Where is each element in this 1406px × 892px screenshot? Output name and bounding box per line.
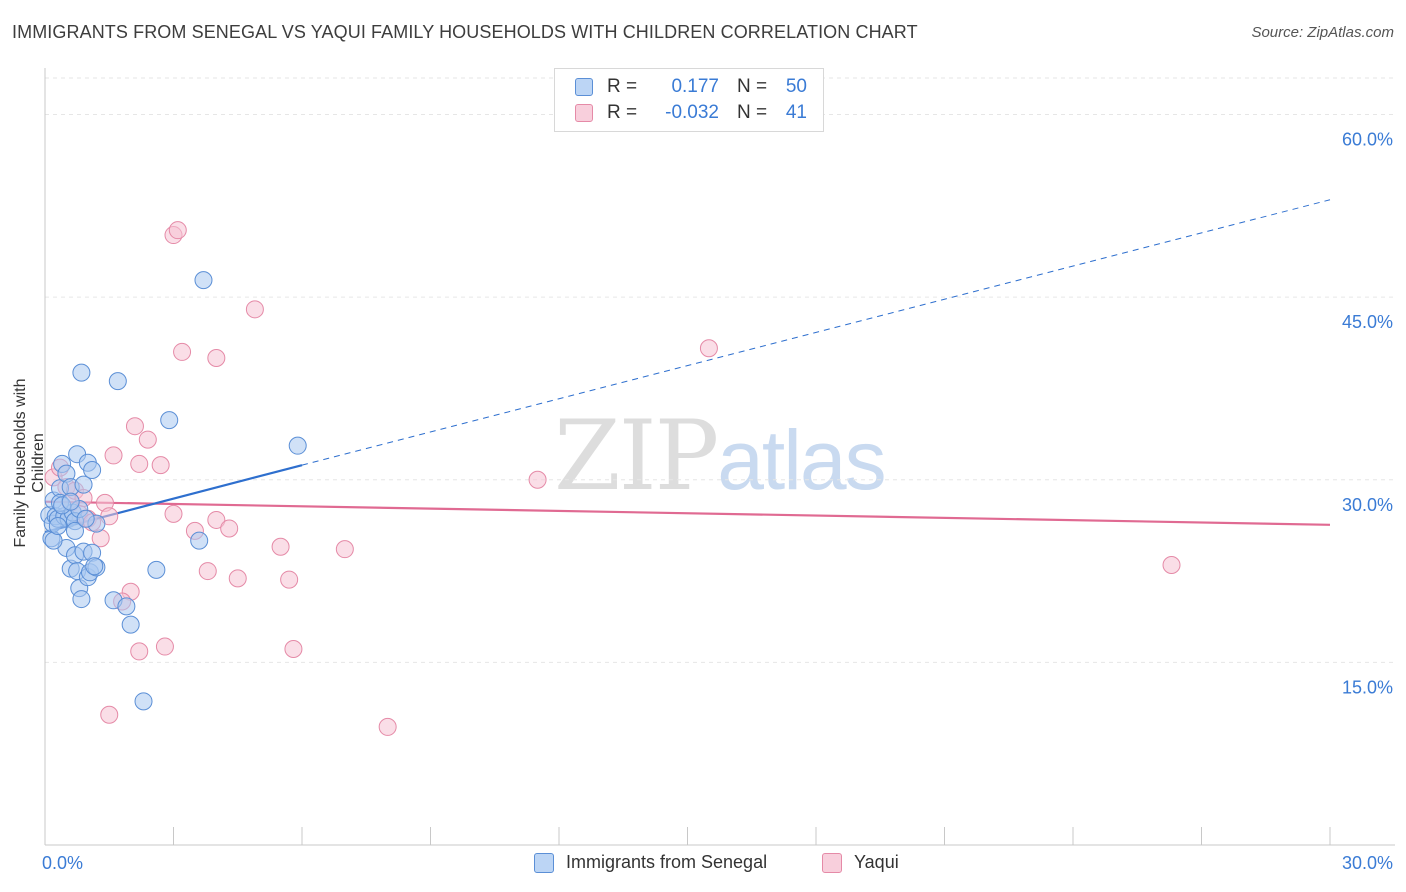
point-senegal <box>76 509 95 528</box>
point-yaqui <box>528 470 547 489</box>
point-yaqui <box>130 454 149 473</box>
point-senegal <box>134 692 153 711</box>
legend-swatch-senegal <box>534 852 554 873</box>
point-yaqui <box>130 642 149 661</box>
point-yaqui <box>207 510 226 529</box>
point-yaqui <box>271 537 290 556</box>
legend-row-yaqui: R = -0.032 N = 41 <box>575 101 807 125</box>
x-tick-label: 30.0% <box>1342 853 1393 873</box>
point-senegal <box>288 436 307 455</box>
y-tick-label: 30.0% <box>1342 495 1393 515</box>
point-senegal <box>85 557 104 576</box>
watermark: ZIPatlas <box>554 400 887 512</box>
legend-row-senegal: R = 0.177 N = 50 <box>575 75 807 99</box>
point-yaqui <box>151 456 170 475</box>
legend-r-label: R = <box>607 102 638 123</box>
point-senegal <box>160 411 179 430</box>
point-yaqui <box>207 349 226 368</box>
point-yaqui <box>173 342 192 361</box>
point-senegal <box>121 615 140 634</box>
point-yaqui <box>280 570 299 589</box>
y-axis-label: Family Households with Children <box>12 378 47 548</box>
point-yaqui <box>164 504 183 523</box>
tick-labels: 15.0% 30.0% 45.0% 60.0% 0.0% 30.0% <box>42 130 1393 873</box>
point-senegal <box>190 531 209 550</box>
source-label[interactable]: Source: ZipAtlas.com <box>1251 24 1394 41</box>
point-senegal <box>147 560 166 579</box>
chart-title: IMMIGRANTS FROM SENEGAL VS YAQUI FAMILY … <box>12 22 918 42</box>
point-senegal <box>72 590 91 609</box>
point-senegal <box>72 363 91 382</box>
point-senegal <box>48 517 67 536</box>
point-yaqui <box>198 562 217 581</box>
trend-yaqui-group <box>44 500 1331 526</box>
point-yaqui <box>155 637 174 656</box>
legend-n-label: N = <box>737 102 768 123</box>
series-legend: Immigrants from Senegal Yaqui <box>0 852 1406 878</box>
axes <box>44 68 1395 846</box>
y-tick-label: 60.0% <box>1342 130 1393 150</box>
legend-n-value: 50 <box>785 76 807 97</box>
legend-r-label: R = <box>607 76 638 97</box>
point-yaqui <box>284 639 303 658</box>
point-yaqui <box>125 417 144 436</box>
point-senegal <box>74 475 93 494</box>
point-yaqui <box>228 569 247 588</box>
legend-swatch-yaqui <box>822 852 842 873</box>
senegal-points <box>40 271 307 711</box>
point-senegal <box>108 372 127 391</box>
point-senegal <box>65 521 84 540</box>
legend-item-yaqui[interactable]: Yaqui <box>822 852 899 873</box>
watermark-atlas: atlas <box>717 413 886 507</box>
point-senegal <box>61 492 80 511</box>
legend-r-value: -0.032 <box>665 102 719 123</box>
x-tick-label: 0.0% <box>42 853 83 873</box>
yaqui-points <box>44 221 1181 736</box>
legend-item-senegal[interactable]: Immigrants from Senegal <box>534 852 767 873</box>
point-senegal <box>83 461 102 480</box>
point-senegal <box>194 271 213 290</box>
legend-n-value: 41 <box>785 102 807 123</box>
point-yaqui <box>335 540 354 559</box>
legend-n-label: N = <box>737 76 768 97</box>
legend-label-senegal: Immigrants from Senegal <box>566 852 768 872</box>
legend-swatch-senegal <box>575 78 593 96</box>
trend-line-yaqui <box>44 500 1331 526</box>
watermark-zip: ZIP <box>554 400 719 512</box>
legend-label-yaqui: Yaqui <box>854 852 899 872</box>
legend-swatch-yaqui <box>575 104 593 122</box>
trend-line-senegal-projection <box>301 199 1331 466</box>
y-tick-label: 15.0% <box>1342 677 1393 697</box>
point-yaqui <box>1162 555 1181 574</box>
point-yaqui <box>100 705 119 724</box>
y-tick-label: 45.0% <box>1342 312 1393 332</box>
point-yaqui <box>138 430 157 449</box>
legend-r-value: 0.177 <box>671 76 719 97</box>
point-senegal <box>117 597 136 616</box>
point-yaqui <box>245 300 264 319</box>
trend-senegal-group <box>44 199 1331 534</box>
point-yaqui <box>168 221 187 240</box>
grid-lines <box>45 77 1395 663</box>
point-yaqui <box>699 339 718 358</box>
point-yaqui <box>378 717 397 736</box>
point-yaqui <box>220 519 239 538</box>
point-yaqui <box>104 446 123 465</box>
correlation-legend: R = 0.177 N = 50 R = -0.032 N = 41 <box>554 68 824 132</box>
